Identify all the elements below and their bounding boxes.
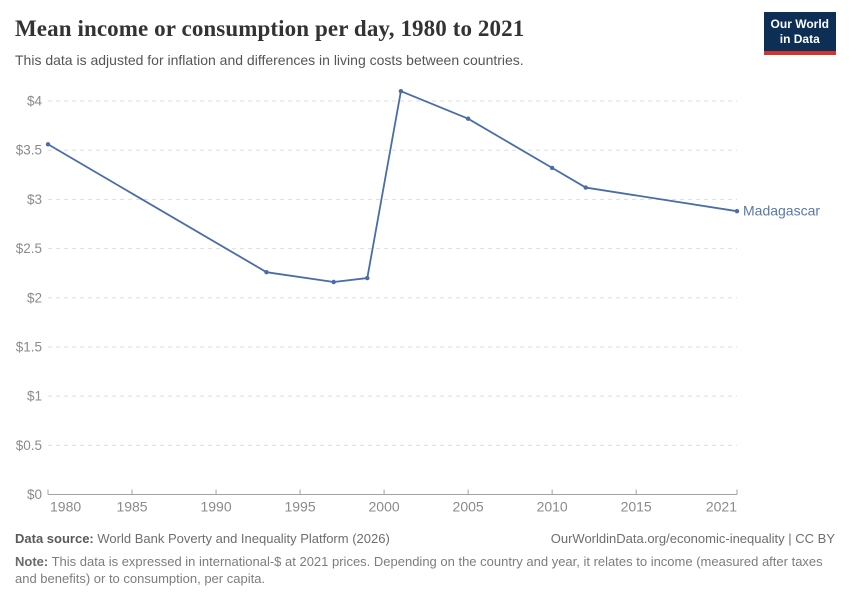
- y-tick-label: $0: [27, 487, 42, 502]
- line-chart-plot-area: $0 $0.5 $1 $1.5 $2 $2.5 $3 $3.5 $4 1980 1985 1990 19…: [0, 80, 850, 525]
- page-title: Mean income or consumption per day, 1980…: [15, 16, 525, 41]
- data-point[interactable]: [45, 142, 51, 147]
- data-source-label: Data source:: [15, 531, 94, 546]
- data-point[interactable]: [734, 208, 740, 214]
- chart-note: Note: This data is expressed in internat…: [15, 553, 835, 587]
- y-tick-label: $3.5: [16, 143, 42, 158]
- data-point[interactable]: [465, 116, 471, 121]
- data-point[interactable]: [264, 269, 269, 275]
- y-tick-label: $4: [27, 94, 43, 109]
- chart-footer: Data source: World Bank Poverty and Ineq…: [15, 531, 835, 587]
- owid-url-link[interactable]: OurWorldinData.org/economic-inequality: [550, 531, 785, 546]
- logo-line2: in Data: [779, 31, 820, 46]
- x-tick-label: 1990: [200, 499, 231, 515]
- x-tick-label: 1985: [116, 499, 147, 515]
- note-label: Note:: [15, 554, 49, 569]
- data-point[interactable]: [549, 165, 555, 171]
- x-tick-label: 1995: [284, 499, 315, 515]
- x-tick-label: 2010: [537, 499, 568, 515]
- chart-svg: $0 $0.5 $1 $1.5 $2 $2.5 $3 $3.5 $4 1980 1985 1990 19…: [16, 88, 820, 515]
- chart-subtitle: This data is adjusted for inflation and …: [15, 52, 524, 68]
- data-point[interactable]: [398, 88, 404, 94]
- y-tick-label: $1: [27, 389, 42, 404]
- y-tick-label: $2.5: [16, 241, 42, 256]
- data-point[interactable]: [365, 275, 370, 281]
- chart-header: Mean income or consumption per day, 1980…: [0, 0, 850, 68]
- license-link[interactable]: CC BY: [795, 531, 835, 546]
- footer-separator: |: [788, 531, 792, 546]
- owid-logo[interactable]: Our World in Data: [763, 12, 836, 55]
- y-tick-label: $1.5: [16, 339, 42, 354]
- x-tick-label: 2005: [453, 499, 484, 515]
- series-line-madagascar[interactable]: [47, 90, 738, 283]
- data-point[interactable]: [331, 279, 336, 285]
- logo-line1: Our World: [770, 17, 829, 31]
- x-tick-label: 2000: [369, 499, 400, 515]
- footer-links: OurWorldinData.org/economic-inequality |…: [551, 531, 835, 546]
- x-tick-label: 1980: [50, 499, 81, 515]
- y-tick-label: $3: [27, 192, 42, 207]
- x-tick-label: 2021: [706, 499, 737, 515]
- y-tick-label: $0.5: [16, 438, 42, 453]
- data-source: Data source: World Bank Poverty and Ineq…: [15, 531, 390, 546]
- data-source-value: World Bank Poverty and Inequality Platfo…: [97, 531, 390, 546]
- entity-label-madagascar[interactable]: Madagascar: [743, 203, 820, 219]
- note-value: This data is expressed in international-…: [15, 554, 823, 586]
- data-point[interactable]: [583, 185, 588, 190]
- y-tick-label: $2: [27, 290, 42, 305]
- x-tick-label: 2015: [621, 499, 652, 515]
